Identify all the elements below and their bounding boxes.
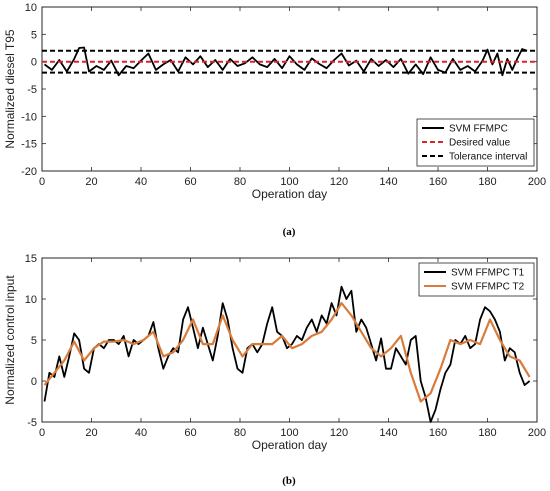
panel-a-xtick-label: 40 — [135, 176, 147, 188]
panel-a-ytick-label: -10 — [21, 111, 37, 123]
panel-a-caption: (a) — [283, 226, 296, 238]
panel-b-xtick-label: 180 — [478, 427, 496, 439]
panel-b-xtick-label: 160 — [429, 427, 447, 439]
panel-b-ytick-label: 10 — [25, 294, 37, 306]
panel-a-xlabel: Operation day — [252, 187, 327, 201]
panel-b-xtick-label: 60 — [184, 427, 196, 439]
panel-a-xtick-label: 0 — [39, 176, 45, 188]
panel-b-ytick-label: -5 — [27, 417, 37, 429]
legend-label-svm-ffmpc-t2: SVM FFMPC T2 — [451, 282, 525, 293]
panel-a-xtick-label: 60 — [184, 176, 196, 188]
panel-a-xtick-label: 20 — [85, 176, 97, 188]
panel-a-xtick-label: 100 — [280, 176, 298, 188]
panel-b-xtick-label: 200 — [528, 427, 546, 439]
svm-ffmpc-line — [43, 46, 528, 77]
panel-a-ytick-label: -20 — [21, 166, 37, 178]
panel-b-xtick-label: 20 — [85, 427, 97, 439]
panel-a-xtick-label: 140 — [379, 176, 397, 188]
svm-ffmpc-t1-line — [43, 285, 531, 423]
panel-a-ytick-label: -15 — [21, 139, 37, 151]
panel-b-xtick-label: 100 — [280, 427, 298, 439]
panel-b-ytick-label: 5 — [31, 335, 37, 347]
panel-a-xtick-label: 180 — [478, 176, 496, 188]
panel-b-xtick-label: 0 — [39, 427, 45, 439]
panel-b-legend-box — [418, 262, 535, 297]
panel-b-xlabel: Operation day — [252, 438, 327, 452]
svm-ffmpc-t2-line — [43, 302, 531, 403]
panel-b-xtick-label: 40 — [135, 427, 147, 439]
panel-a-legend: SVM FFMPC Desired value Tolerance interv… — [416, 118, 535, 167]
panel-b-caption: (b) — [282, 475, 296, 487]
panel-b-xtick-label: 80 — [234, 427, 246, 439]
legend-label-desired-value: Desired value — [449, 138, 511, 149]
panel-b-xtick-label: 120 — [330, 427, 348, 439]
panel-a-legend-box — [416, 118, 535, 167]
panel-b-ytick-label: 0 — [31, 376, 37, 388]
panel-a-xtick-label: 160 — [429, 176, 447, 188]
panel-a-axes: 0 20 40 60 80 100 120 140 160 180 200 -20 -15 -10 -5 0 5… — [21, 2, 546, 188]
panel-b-legend: SVM FFMPC T1 SVM FFMPC T2 — [418, 262, 535, 297]
panel-a-ytick-label: -5 — [27, 84, 37, 96]
panel-a: 0 20 40 60 80 100 120 140 160 180 200 -20 -15 -10 -5 0 5… — [3, 2, 546, 238]
legend-label-tolerance-interval: Tolerance interval — [449, 152, 527, 163]
panel-a-xtick-label: 200 — [528, 176, 546, 188]
legend-label-svm-ffmpc-t1: SVM FFMPC T1 — [451, 268, 525, 279]
legend-label-svm-ffmpc: SVM FFMPC — [449, 124, 508, 135]
panel-a-ylabel: Normalized diesel T95 — [3, 29, 17, 148]
panel-a-ytick-label: 10 — [25, 2, 37, 14]
panel-a-ytick-label: 5 — [31, 29, 37, 41]
panel-b-xtick-label: 140 — [379, 427, 397, 439]
panel-b-series — [43, 285, 531, 423]
panel-b-ytick-label: 15 — [25, 253, 37, 265]
panel-a-series — [42, 46, 537, 77]
panel-b-ylabel: Normalized control input — [3, 275, 17, 405]
panel-a-xtick-label: 120 — [330, 176, 348, 188]
panel-a-xtick-label: 80 — [234, 176, 246, 188]
panel-a-ytick-label: 0 — [31, 57, 37, 69]
